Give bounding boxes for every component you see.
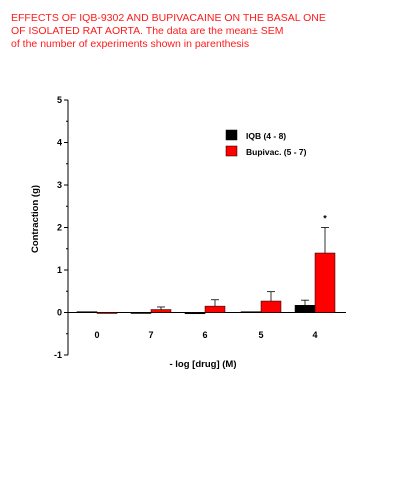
x-tick-label: 7 xyxy=(148,330,153,340)
bar-bupivac-4 xyxy=(314,252,336,313)
bar-iqb-7 xyxy=(130,312,152,314)
caption-line-2: OF ISOLATED RAT AORTA. The data are the … xyxy=(11,25,284,37)
x-tick-label: 0 xyxy=(94,330,99,340)
y-tick-label: -1 xyxy=(54,350,62,360)
legend-swatch-bupivac xyxy=(225,145,238,157)
x-tick-label: 5 xyxy=(258,330,263,340)
bar-bupivac-0 xyxy=(96,312,118,314)
bar-bupivac-5 xyxy=(260,300,282,313)
x-tick-label: 4 xyxy=(312,330,317,340)
caption-line-1: EFFECTS OF IQB-9302 AND BUPIVACAINE ON T… xyxy=(11,12,326,24)
legend-swatch-iqb xyxy=(225,129,238,141)
significance-marker: * xyxy=(323,214,327,224)
bar-iqb-0 xyxy=(76,311,98,313)
y-tick-label: 2 xyxy=(57,223,62,233)
y-tick-label: 4 xyxy=(57,138,62,148)
y-tick-label: 1 xyxy=(57,265,62,275)
legend-label-bupivac: Bupivac. (5 - 7) xyxy=(246,147,307,157)
bar-iqb-6 xyxy=(184,312,206,315)
plot-area: -1 0 1 2 3 4 5 0 7 6 5 4 * IQB (4 - 8) Bupivac. (5 - 7… xyxy=(54,95,346,360)
bar-iqb-4 xyxy=(294,305,316,313)
bar-bupivac-7 xyxy=(150,309,172,313)
y-tick-label: 5 xyxy=(57,95,62,105)
x-tick-label: 6 xyxy=(202,330,207,340)
figure-caption: EFFECTS OF IQB-9302 AND BUPIVACAINE ON T… xyxy=(11,12,396,51)
y-axis-title: Contraction (g) xyxy=(30,185,41,253)
x-axis-title: - log [drug] (M) xyxy=(169,359,236,370)
y-tick-label: 3 xyxy=(57,180,62,190)
legend-label-iqb: IQB (4 - 8) xyxy=(246,131,286,141)
y-tick-label: 0 xyxy=(57,308,62,318)
bar-bupivac-6 xyxy=(204,305,226,313)
bar-iqb-5 xyxy=(240,311,262,313)
caption-line-3: of the number of experiments shown in pa… xyxy=(11,38,250,50)
legend: IQB (4 - 8) Bupivac. (5 - 7) xyxy=(225,129,307,157)
